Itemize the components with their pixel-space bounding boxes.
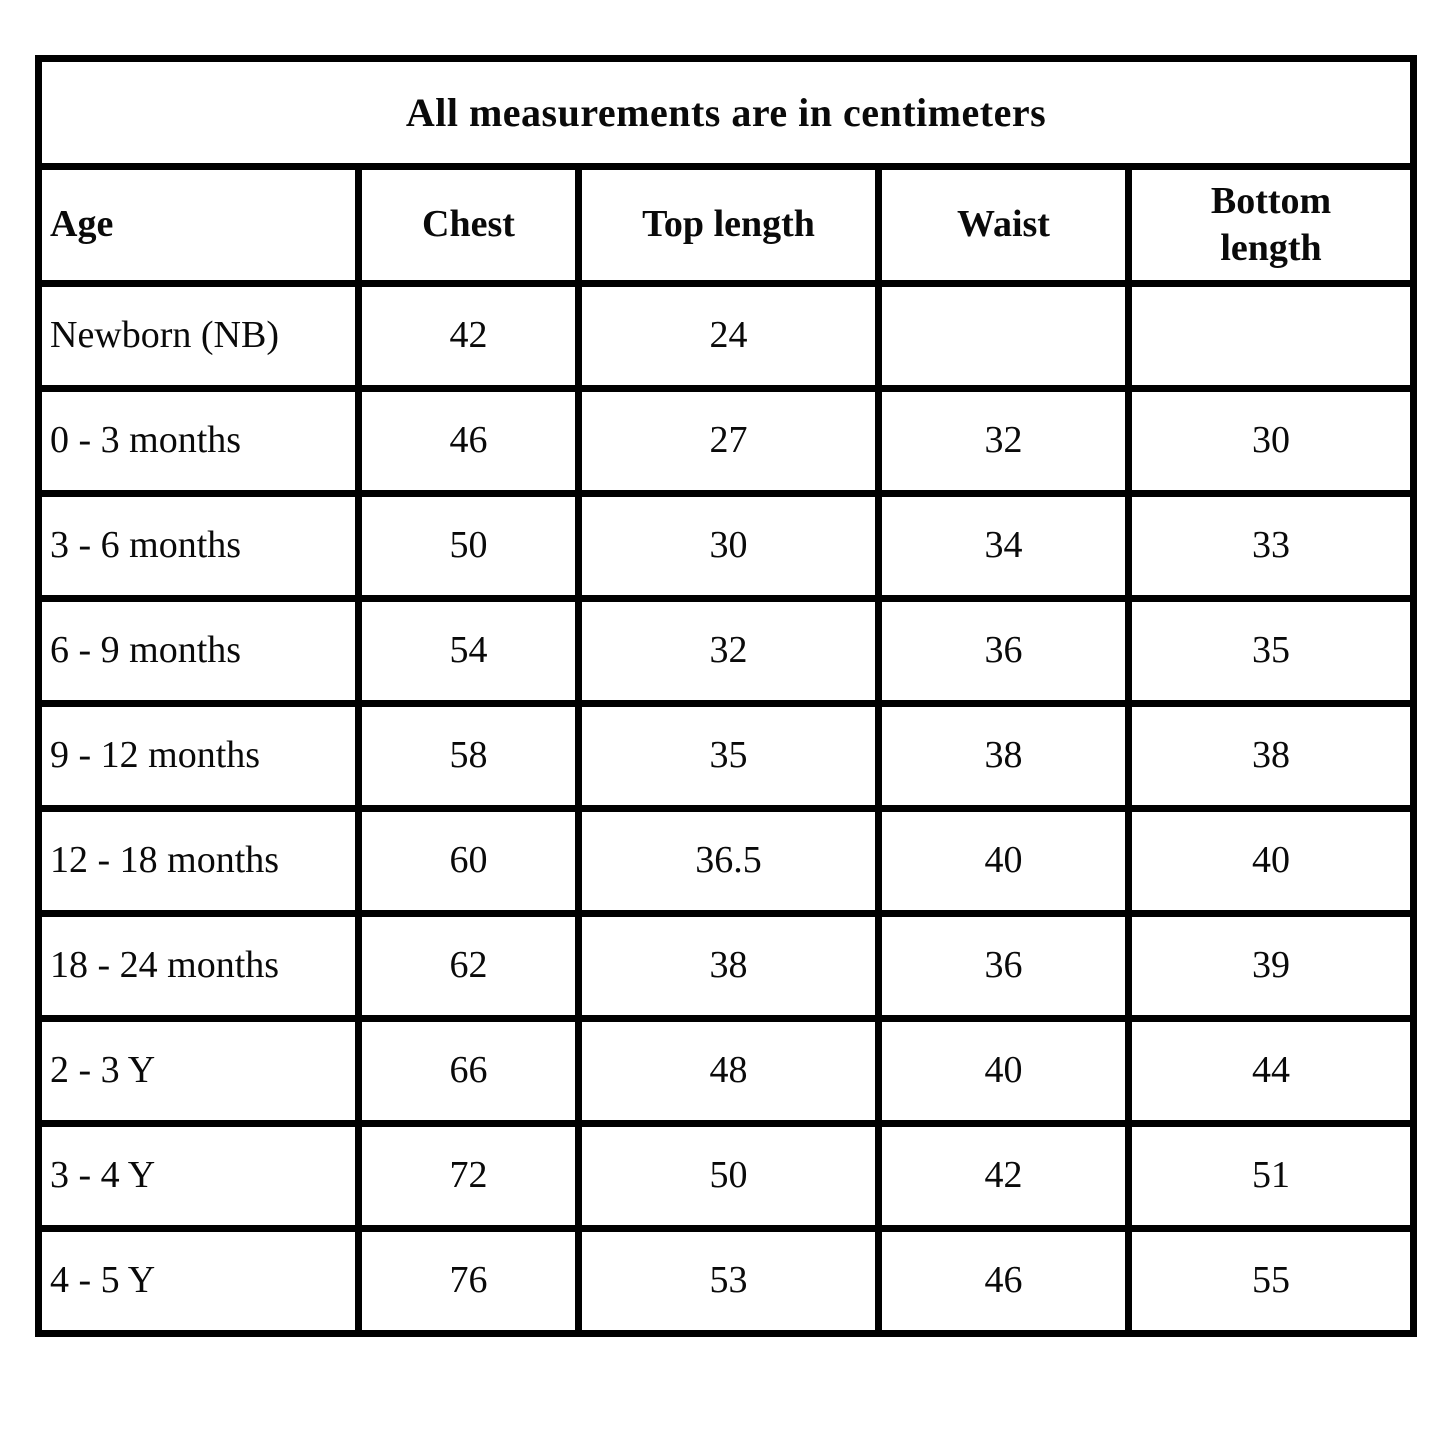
table-cell: 38	[1125, 700, 1417, 812]
row-label: 4 - 5 Y	[35, 1225, 362, 1337]
row-label: 12 - 18 months	[35, 805, 362, 917]
row-label: 9 - 12 months	[35, 700, 362, 812]
table-cell: 66	[355, 1015, 582, 1127]
table-cell: 42	[875, 1120, 1132, 1232]
row-label: 18 - 24 months	[35, 910, 362, 1022]
table-cell: 27	[575, 385, 882, 497]
row-label: 2 - 3 Y	[35, 1015, 362, 1127]
table-cell: 58	[355, 700, 582, 812]
table-cell: 36.5	[575, 805, 882, 917]
table-cell: 46	[355, 385, 582, 497]
table-title-row: All measurements are in centimeters	[35, 55, 1417, 170]
table-cell: 36	[875, 910, 1132, 1022]
table-cell: 32	[875, 385, 1132, 497]
table-cell: 50	[575, 1120, 882, 1232]
table-cell	[875, 280, 1132, 392]
table-cell: 46	[875, 1225, 1132, 1337]
table-row-newborn: Newborn (NB) 42 24	[35, 280, 1417, 392]
column-header-waist: Waist	[875, 163, 1132, 287]
table-cell: 72	[355, 1120, 582, 1232]
table-cell: 35	[1125, 595, 1417, 707]
table-cell: 50	[355, 490, 582, 602]
table-cell: 34	[875, 490, 1132, 602]
table-cell: 36	[875, 595, 1132, 707]
column-header-bottom-length-label: Bottom length	[1210, 179, 1332, 270]
table-cell: 40	[875, 805, 1132, 917]
table-cell: 24	[575, 280, 882, 392]
table-row-2-3-y: 2 - 3 Y 66 48 40 44	[35, 1015, 1417, 1127]
table-cell: 35	[575, 700, 882, 812]
table-cell: 55	[1125, 1225, 1417, 1337]
column-header-age: Age	[35, 163, 362, 287]
table-cell: 62	[355, 910, 582, 1022]
row-label: Newborn (NB)	[35, 280, 362, 392]
table-cell: 40	[1125, 805, 1417, 917]
column-header-bottom-length: Bottom length	[1125, 163, 1417, 287]
table-cell: 33	[1125, 490, 1417, 602]
table-cell: 30	[1125, 385, 1417, 497]
table-cell: 39	[1125, 910, 1417, 1022]
table-cell: 32	[575, 595, 882, 707]
table-cell: 42	[355, 280, 582, 392]
table-cell: 44	[1125, 1015, 1417, 1127]
column-header-chest: Chest	[355, 163, 582, 287]
table-cell: 53	[575, 1225, 882, 1337]
table-row-9-12-months: 9 - 12 months 58 35 38 38	[35, 700, 1417, 812]
table-cell: 38	[575, 910, 882, 1022]
table-row-6-9-months: 6 - 9 months 54 32 36 35	[35, 595, 1417, 707]
row-label: 6 - 9 months	[35, 595, 362, 707]
table-cell	[1125, 280, 1417, 392]
table-cell: 51	[1125, 1120, 1417, 1232]
table-cell: 40	[875, 1015, 1132, 1127]
size-chart-table: All measurements are in centimeters Age …	[35, 55, 1417, 1337]
table-row-18-24-months: 18 - 24 months 62 38 36 39	[35, 910, 1417, 1022]
table-row-3-4-y: 3 - 4 Y 72 50 42 51	[35, 1120, 1417, 1232]
table-title: All measurements are in centimeters	[35, 55, 1417, 170]
row-label: 0 - 3 months	[35, 385, 362, 497]
table-row-12-18-months: 12 - 18 months 60 36.5 40 40	[35, 805, 1417, 917]
table-row-3-6-months: 3 - 6 months 50 30 34 33	[35, 490, 1417, 602]
table-cell: 48	[575, 1015, 882, 1127]
table-row-0-3-months: 0 - 3 months 46 27 32 30	[35, 385, 1417, 497]
table-cell: 38	[875, 700, 1132, 812]
table-row-4-5-y: 4 - 5 Y 76 53 46 55	[35, 1225, 1417, 1337]
table-cell: 30	[575, 490, 882, 602]
column-header-top-length: Top length	[575, 163, 882, 287]
row-label: 3 - 4 Y	[35, 1120, 362, 1232]
table-cell: 60	[355, 805, 582, 917]
table-cell: 54	[355, 595, 582, 707]
table-cell: 76	[355, 1225, 582, 1337]
table-header-row: Age Chest Top length Waist Bottom length	[35, 163, 1417, 287]
row-label: 3 - 6 months	[35, 490, 362, 602]
